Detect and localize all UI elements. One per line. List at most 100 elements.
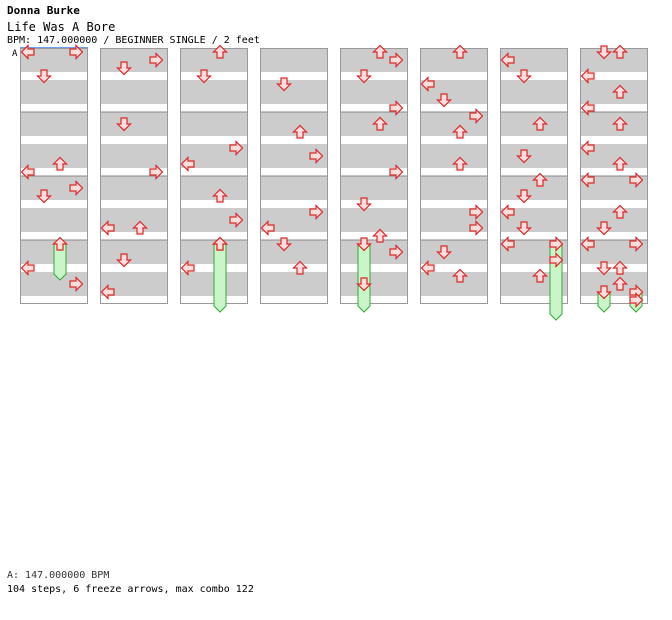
- freeze-head-down-icon: [356, 237, 372, 252]
- arrow-down-icon: [276, 237, 292, 252]
- column-frame: [100, 48, 168, 304]
- arrow-left-icon: [20, 164, 35, 180]
- arrow-left-icon: [500, 204, 515, 220]
- stripe: [260, 184, 328, 200]
- measure-column: [180, 48, 248, 304]
- arrow-down-icon: [36, 189, 52, 204]
- column-frame: [260, 48, 328, 304]
- arrow-right-icon: [469, 204, 484, 220]
- stripe: [260, 120, 328, 136]
- arrow-up-icon: [612, 116, 628, 131]
- stripe: [500, 120, 568, 136]
- stripe: [340, 152, 408, 168]
- freeze-body: [213, 243, 227, 313]
- arrow-right-icon: [469, 108, 484, 124]
- arrow-down-icon: [196, 69, 212, 84]
- arrow-up-icon: [212, 44, 228, 59]
- stripe: [580, 120, 648, 136]
- column-frame: [500, 48, 568, 304]
- arrow-right-icon: [629, 292, 644, 308]
- bpm-legend: A: 147.000000 BPM: [7, 570, 110, 581]
- stripe: [580, 248, 648, 264]
- measure-column: [260, 48, 328, 304]
- stripe: [580, 88, 648, 104]
- stripe: [100, 216, 168, 232]
- arrow-left-icon: [580, 236, 595, 252]
- arrow-left-icon: [500, 52, 515, 68]
- arrow-right-icon: [69, 276, 84, 292]
- chart-summary: 104 steps, 6 freeze arrows, max combo 12…: [7, 584, 254, 595]
- freeze-arrow-right: [549, 236, 564, 321]
- arrow-down-icon: [516, 189, 532, 204]
- arrow-up-icon: [372, 116, 388, 131]
- arrow-down-icon: [116, 117, 132, 132]
- stripe: [500, 88, 568, 104]
- stripe: [100, 152, 168, 168]
- stripe: [500, 216, 568, 232]
- freeze-arrow-down: [356, 237, 372, 313]
- stripe: [180, 56, 248, 72]
- stripe: [100, 184, 168, 200]
- arrow-up-icon: [292, 260, 308, 275]
- stripe: [260, 216, 328, 232]
- arrow-down-icon: [596, 261, 612, 276]
- stripe: [580, 184, 648, 200]
- stripe: [420, 248, 488, 264]
- stripe: [100, 88, 168, 104]
- arrow-left-icon: [580, 68, 595, 84]
- freeze-arrow-up: [52, 236, 68, 281]
- arrow-right-icon: [389, 52, 404, 68]
- arrow-down-icon: [596, 45, 612, 60]
- stripe: [420, 56, 488, 72]
- stripe: [20, 152, 88, 168]
- stripe: [180, 88, 248, 104]
- column-frame: [20, 48, 88, 304]
- stripe: [420, 280, 488, 296]
- arrow-right-icon: [629, 172, 644, 188]
- stripe: [500, 56, 568, 72]
- arrow-right-icon: [229, 212, 244, 228]
- freeze-head-down-icon: [596, 285, 612, 300]
- stripe: [20, 88, 88, 104]
- arrow-up-icon: [292, 124, 308, 139]
- bpm-marker-label: A: [12, 49, 18, 59]
- stripe: [180, 120, 248, 136]
- arrow-right-icon: [149, 52, 164, 68]
- chart-info: BPM: 147.000000 / BEGINNER SINGLE / 2 fe…: [7, 35, 260, 46]
- arrow-left-icon: [260, 220, 275, 236]
- arrow-right-icon: [69, 180, 84, 196]
- stripe: [340, 280, 408, 296]
- arrow-up-icon: [612, 204, 628, 219]
- arrow-right-icon: [389, 100, 404, 116]
- stripe: [340, 216, 408, 232]
- column-frame: [420, 48, 488, 304]
- arrow-up-icon: [452, 268, 468, 283]
- freeze-head-up-icon: [52, 236, 68, 251]
- arrow-up-icon: [612, 156, 628, 171]
- arrow-up-icon: [452, 156, 468, 171]
- stripe: [180, 184, 248, 200]
- stripe: [20, 120, 88, 136]
- stripe: [260, 248, 328, 264]
- arrow-up-icon: [532, 172, 548, 187]
- arrow-left-icon: [580, 172, 595, 188]
- arrow-up-icon: [372, 44, 388, 59]
- arrow-right-icon: [309, 148, 324, 164]
- column-frame: [340, 48, 408, 304]
- stripe: [500, 184, 568, 200]
- arrow-up-icon: [52, 156, 68, 171]
- arrow-down-icon: [356, 69, 372, 84]
- bpm-marker-line: [20, 47, 88, 48]
- arrow-right-icon: [69, 44, 84, 60]
- arrow-right-icon: [229, 140, 244, 156]
- arrow-left-icon: [580, 140, 595, 156]
- stripe: [180, 152, 248, 168]
- stripe: [580, 56, 648, 72]
- arrow-up-icon: [212, 236, 228, 251]
- arrow-down-icon: [516, 149, 532, 164]
- arrow-left-icon: [180, 156, 195, 172]
- arrow-down-icon: [516, 221, 532, 236]
- stripe: [580, 216, 648, 232]
- stripe: [100, 248, 168, 264]
- arrow-left-icon: [420, 76, 435, 92]
